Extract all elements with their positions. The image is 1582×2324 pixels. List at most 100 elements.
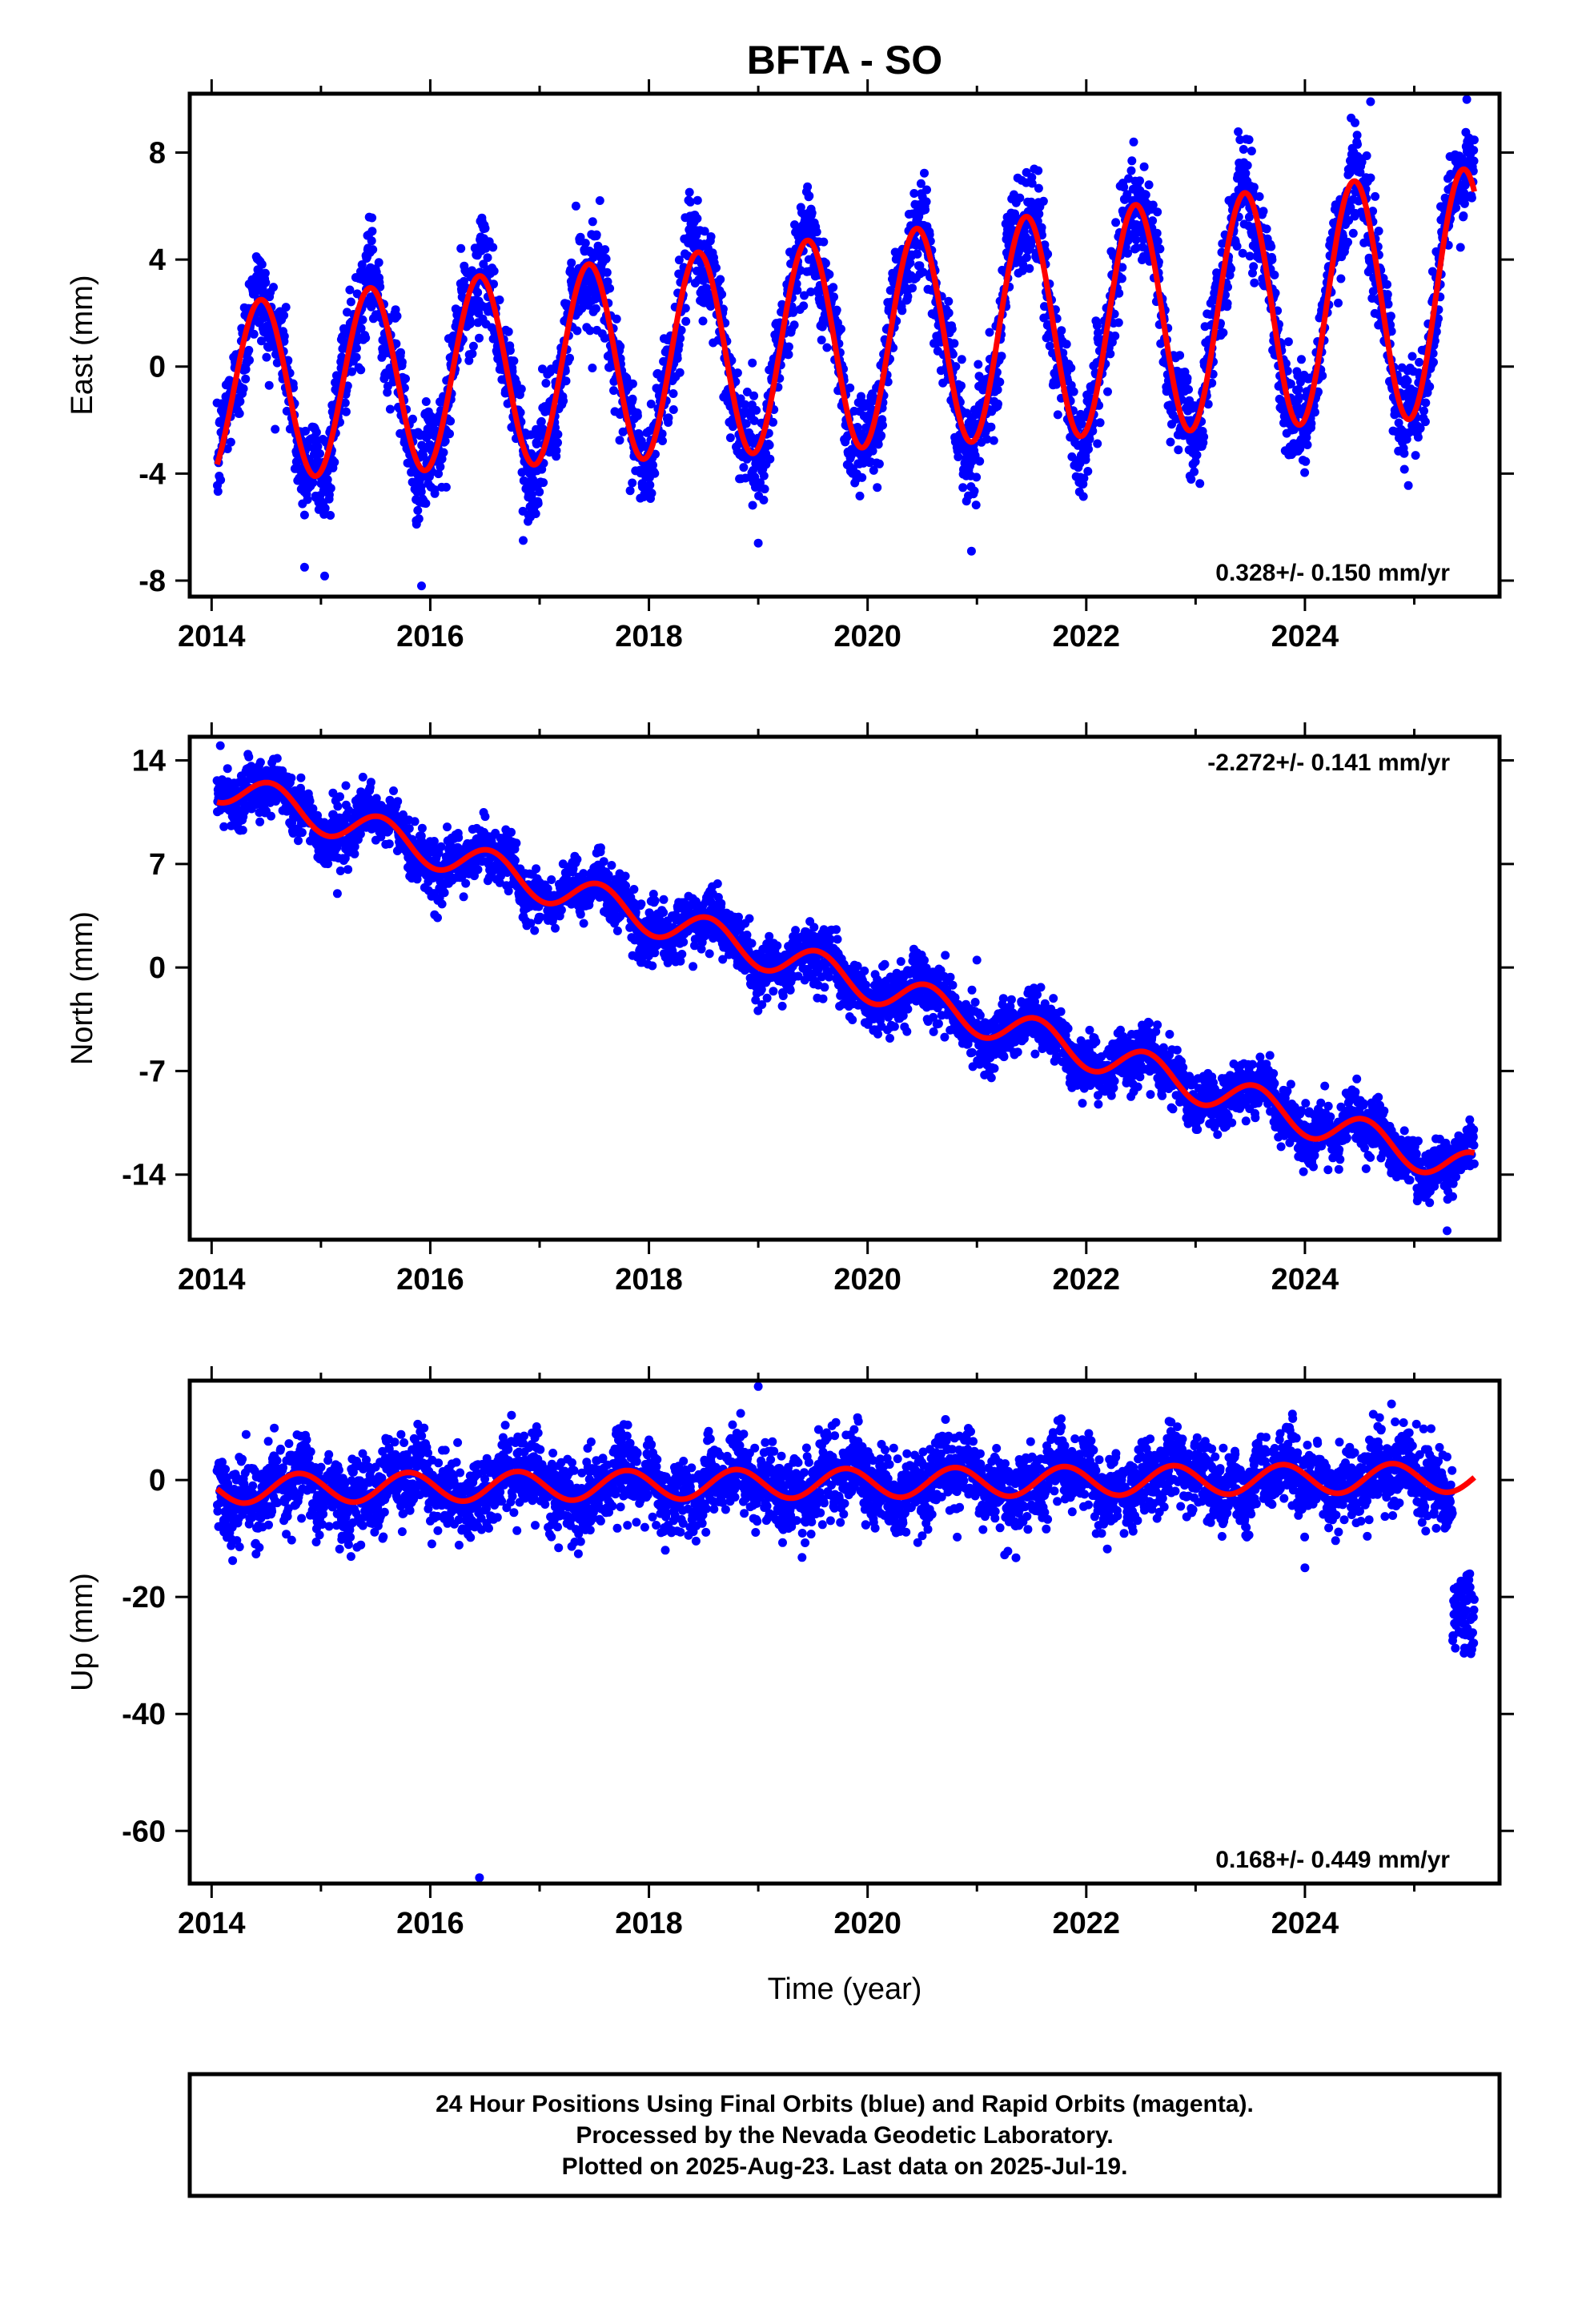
east-data-point bbox=[356, 324, 366, 333]
east-data-point bbox=[741, 419, 751, 428]
east-data-point bbox=[681, 316, 691, 326]
east-data-point bbox=[877, 431, 886, 440]
east-data-point bbox=[385, 404, 395, 414]
east-data-point bbox=[982, 434, 992, 444]
north-data-point bbox=[255, 817, 265, 826]
east-data-point bbox=[261, 278, 271, 287]
north-data-point bbox=[384, 839, 394, 849]
east-data-point bbox=[829, 292, 838, 302]
east-data-point bbox=[1085, 434, 1094, 444]
east-data-point bbox=[793, 286, 802, 295]
east-data-point bbox=[281, 303, 291, 312]
north-data-point bbox=[404, 824, 414, 833]
east-data-point bbox=[685, 197, 695, 207]
east-data-point bbox=[1429, 357, 1438, 367]
east-data-point bbox=[346, 297, 355, 307]
east-data-point bbox=[1186, 475, 1196, 484]
east-data-point bbox=[1141, 190, 1150, 199]
east-data-point bbox=[958, 483, 968, 493]
east-data-point bbox=[1374, 227, 1383, 235]
east-data-point bbox=[1362, 151, 1371, 160]
east-data-point bbox=[330, 457, 339, 467]
east-data-point bbox=[1114, 318, 1123, 328]
east-data-point bbox=[1088, 426, 1098, 436]
east-data-point bbox=[1244, 135, 1254, 144]
east-data-point bbox=[609, 386, 618, 396]
east-data-point bbox=[320, 571, 329, 581]
east-data-point bbox=[1015, 193, 1025, 203]
east-data-point bbox=[869, 465, 878, 475]
east-data-point bbox=[375, 282, 385, 292]
east-data-point bbox=[681, 304, 690, 313]
east-data-point bbox=[1027, 179, 1037, 188]
east-data-point bbox=[1283, 337, 1293, 347]
east-data-point bbox=[970, 486, 979, 496]
east-data-point bbox=[504, 327, 513, 336]
north-data-point bbox=[335, 866, 345, 875]
east-data-point bbox=[1383, 279, 1391, 289]
east-data-point bbox=[480, 223, 490, 233]
east-data-point bbox=[1066, 364, 1076, 372]
east-data-point bbox=[1095, 418, 1105, 428]
east-data-point bbox=[1227, 264, 1236, 274]
east-data-point bbox=[994, 399, 1002, 408]
east-data-point bbox=[1195, 479, 1205, 489]
north-data-point bbox=[255, 758, 265, 767]
east-data-point bbox=[465, 319, 475, 328]
east-outlier-point bbox=[519, 536, 528, 545]
east-data-point bbox=[725, 433, 735, 443]
east-data-point bbox=[226, 437, 235, 447]
east-data-point bbox=[748, 358, 757, 368]
east-data-point bbox=[1093, 439, 1102, 448]
east-data-point bbox=[1267, 242, 1276, 251]
east-data-point bbox=[1247, 147, 1256, 156]
east-data-point bbox=[632, 411, 642, 420]
east-data-point bbox=[805, 191, 814, 201]
east-data-point bbox=[822, 343, 832, 352]
east-data-point bbox=[1034, 209, 1044, 219]
east-data-point bbox=[825, 270, 834, 279]
east-data-point bbox=[416, 487, 426, 497]
east-data-point bbox=[916, 179, 926, 188]
east-data-point bbox=[1403, 480, 1413, 490]
east-data-point bbox=[1297, 355, 1306, 364]
east-data-point bbox=[368, 245, 378, 255]
east-data-point bbox=[1025, 263, 1034, 273]
east-data-point bbox=[717, 290, 727, 299]
east-data-point bbox=[489, 267, 499, 275]
east-data-point bbox=[742, 388, 752, 396]
east-data-point bbox=[421, 499, 431, 509]
east-data-point bbox=[1250, 278, 1259, 287]
east-outlier-point bbox=[753, 538, 763, 548]
east-data-point bbox=[602, 267, 612, 277]
east-data-point bbox=[664, 413, 673, 423]
east-data-point bbox=[993, 385, 1002, 395]
east-data-point bbox=[600, 245, 610, 255]
north-data-point bbox=[410, 817, 420, 826]
east-data-point bbox=[559, 396, 568, 406]
east-data-point bbox=[1062, 340, 1071, 349]
east-data-point bbox=[320, 504, 330, 513]
east-data-point bbox=[367, 236, 376, 246]
east-data-point bbox=[1459, 211, 1468, 220]
east-data-point bbox=[908, 283, 917, 293]
east-data-point bbox=[1267, 255, 1277, 264]
east-data-point bbox=[1207, 378, 1217, 388]
east-data-point bbox=[1421, 398, 1431, 408]
north-data-point bbox=[296, 773, 306, 782]
east-data-point bbox=[605, 283, 615, 293]
east-data-point bbox=[434, 469, 444, 479]
north-data-point bbox=[223, 764, 232, 774]
east-data-point bbox=[674, 340, 684, 350]
east-data-point bbox=[367, 227, 377, 236]
east-data-point bbox=[920, 168, 929, 178]
east-data-point bbox=[1270, 270, 1279, 279]
east-data-point bbox=[308, 478, 318, 488]
east-data-point bbox=[741, 400, 750, 409]
east-data-point bbox=[1353, 139, 1362, 149]
east-data-point bbox=[700, 227, 709, 236]
east-data-point bbox=[947, 324, 957, 334]
east-data-point bbox=[414, 514, 424, 524]
